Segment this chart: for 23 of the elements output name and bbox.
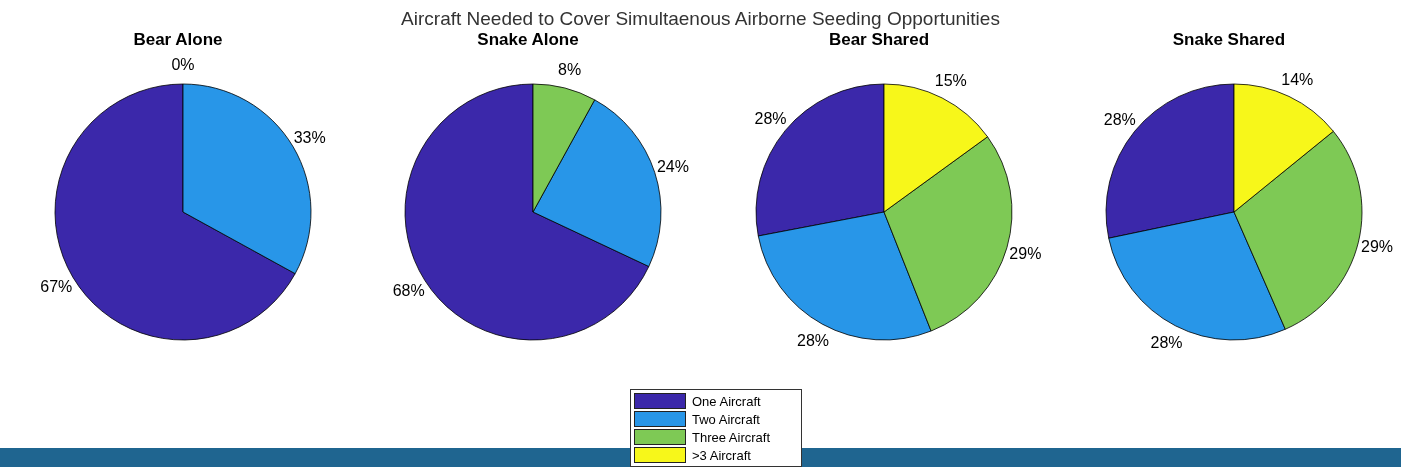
data-label: 68% bbox=[392, 282, 425, 300]
legend-label: One Aircraft bbox=[692, 393, 761, 409]
text: 0% bbox=[171, 56, 195, 74]
data-label: 67% bbox=[40, 278, 73, 296]
data-label: 28% bbox=[1103, 110, 1136, 128]
data-label: 28% bbox=[1150, 334, 1183, 352]
chart-title: Snake Shared bbox=[1171, 30, 1287, 50]
text: Aircraft Needed to Cover Simultaenous Airborne Seeding Opportunities bbox=[400, 8, 1001, 30]
chart-title: Bear Alone bbox=[132, 30, 224, 50]
legend-label: Three Aircraft bbox=[692, 429, 771, 445]
chart-title: Bear Shared bbox=[827, 30, 931, 50]
data-label: 29% bbox=[1361, 238, 1394, 256]
data-label: 28% bbox=[797, 332, 830, 350]
data-label: 14% bbox=[1281, 70, 1314, 88]
data-label: 15% bbox=[934, 72, 967, 90]
data-label: 8% bbox=[558, 60, 582, 78]
legend-label: >3 Aircraft bbox=[692, 447, 751, 463]
legend-label: Two Aircraft bbox=[692, 411, 760, 427]
data-label: 33% bbox=[293, 128, 326, 146]
data-label: 29% bbox=[1009, 244, 1042, 262]
chart-title: Snake Alone bbox=[476, 30, 580, 50]
data-label: 24% bbox=[656, 158, 690, 176]
data-label: 28% bbox=[754, 109, 787, 127]
